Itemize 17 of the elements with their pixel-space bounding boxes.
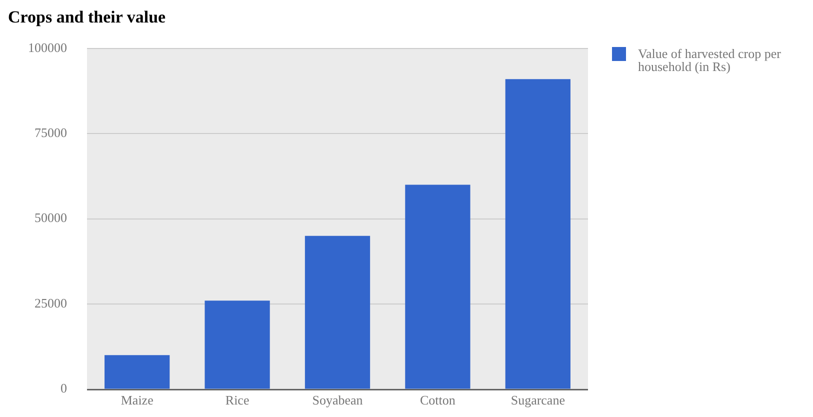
bar [304, 236, 370, 389]
bar [104, 355, 170, 389]
x-tick-label: Sugarcane [510, 392, 566, 408]
chart-title: Crops and their value [8, 8, 166, 27]
x-tick-label: Soyabean [312, 392, 364, 408]
y-tick-label: 25000 [34, 295, 67, 310]
x-tick-label: Cotton [420, 392, 456, 408]
bar [204, 300, 270, 389]
y-tick-label: 75000 [34, 125, 67, 140]
x-tick-label: Maize [120, 392, 154, 408]
y-tick-label: 50000 [34, 210, 67, 226]
legend-label: Value of harvested crop per household (in Rs) [638, 46, 782, 74]
bar [505, 79, 570, 389]
y-tick-label: 0 [60, 380, 67, 396]
y-tick-label: 100000 [28, 40, 67, 55]
bar [405, 184, 470, 389]
x-tick-label: Rice [225, 392, 250, 408]
